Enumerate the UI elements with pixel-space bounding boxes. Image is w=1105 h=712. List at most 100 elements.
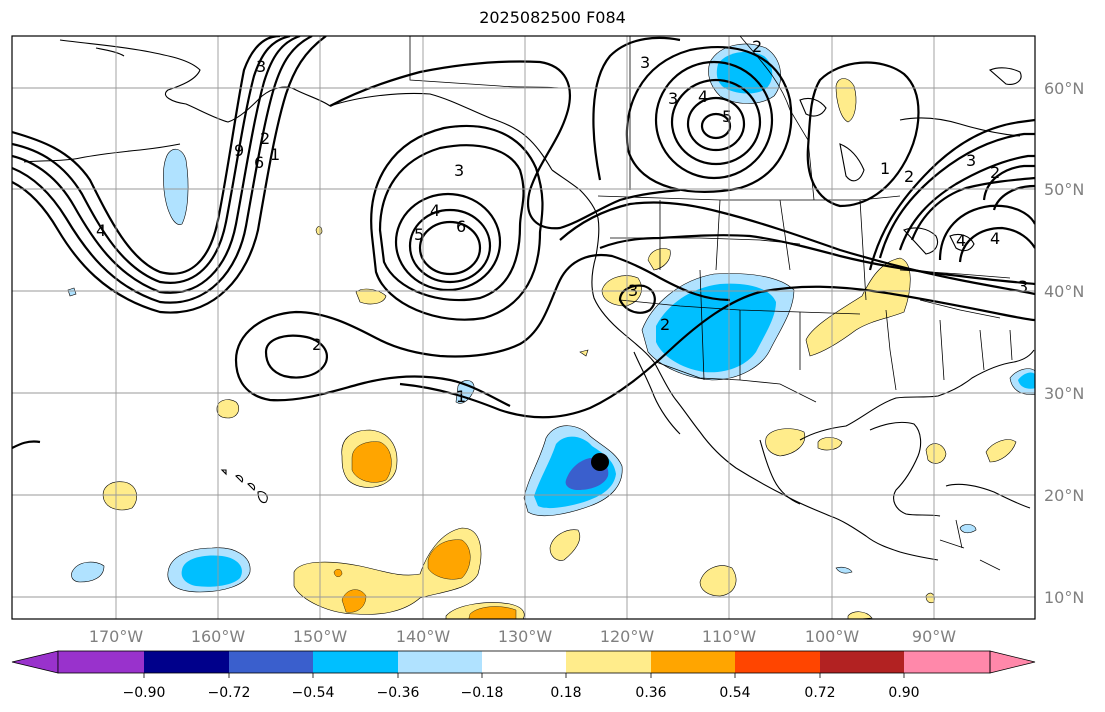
colorbar-tick-label: 0.54 xyxy=(719,685,750,701)
lat-label: 40°N xyxy=(1044,282,1084,301)
contour-label: 3 xyxy=(628,281,638,300)
colorbar-tick-label: −0.54 xyxy=(292,685,335,701)
contour-layer xyxy=(12,36,1035,449)
colorbar-swatch xyxy=(313,651,398,673)
positive-anomaly-area xyxy=(699,565,737,597)
colorbar-tick-label: −0.18 xyxy=(461,685,504,701)
contour-label: 4 xyxy=(956,231,966,250)
contour-label-layer: 3 2 3 4 5 2 6 9 1 4 3 5 6 4 2 1 3 3 2 1 … xyxy=(96,37,1028,406)
shading-layer xyxy=(67,43,1035,619)
lon-label: 160°W xyxy=(191,627,246,646)
colorbar: −0.90 −0.72 −0.54 −0.36 −0.18 0.18 0.36 … xyxy=(11,650,1036,701)
colorbar-tick-label: −0.72 xyxy=(208,685,251,701)
lon-label: 150°W xyxy=(293,627,348,646)
contour-label: 2 xyxy=(904,167,914,186)
lon-label: 130°W xyxy=(498,627,553,646)
contour-label: 3 xyxy=(1018,277,1028,296)
strong-positive-anomaly-area xyxy=(427,539,471,580)
strong-positive-anomaly-area xyxy=(468,606,517,619)
colorbar-outline xyxy=(57,650,991,674)
contour-label: 4 xyxy=(96,221,106,240)
latitude-labels: 60°N 50°N 40°N 30°N 20°N 10°N xyxy=(1044,79,1084,607)
positive-anomaly-area xyxy=(985,439,1017,463)
contour-label: 6 xyxy=(254,153,264,172)
contour-label: 2 xyxy=(752,37,762,56)
contour-label: 2 xyxy=(990,163,1000,182)
colorbar-swatch xyxy=(144,651,229,673)
storm-position-marker[interactable] xyxy=(591,453,609,471)
moderate-negative-anomaly-area xyxy=(1018,372,1035,389)
positive-anomaly-area xyxy=(925,443,947,464)
longitude-labels: 170°W 160°W 150°W 140°W 130°W 120°W 110°… xyxy=(89,627,956,646)
positive-anomaly-area xyxy=(579,349,589,357)
colorbar-swatch xyxy=(229,651,313,673)
colorbar-tick-label: 0.18 xyxy=(550,685,581,701)
colorbar-swatch xyxy=(482,651,566,673)
contour-label: 9 xyxy=(234,141,244,160)
contour-label: 1 xyxy=(880,159,890,178)
contour-label: 3 xyxy=(966,151,976,170)
contour-label: 2 xyxy=(260,129,270,148)
contour-label: 3 xyxy=(256,57,266,76)
colorbar-tick-label: 0.90 xyxy=(888,685,919,701)
lat-label: 60°N xyxy=(1044,79,1084,98)
negative-anomaly-area xyxy=(163,148,189,225)
strong-positive-anomaly-area xyxy=(341,589,367,613)
contour-label: 2 xyxy=(312,335,322,354)
colorbar-swatch xyxy=(398,651,482,673)
lon-label: 90°W xyxy=(912,627,956,646)
contour-label: 4 xyxy=(430,201,440,220)
contour-label: 5 xyxy=(414,225,424,244)
contour-label: 5 xyxy=(722,107,732,126)
lon-label: 100°W xyxy=(805,627,860,646)
lon-label: 120°W xyxy=(600,627,655,646)
colorbar-tick-label: 0.36 xyxy=(635,685,666,701)
colorbar-swatch xyxy=(820,651,904,673)
positive-anomaly-area xyxy=(765,428,806,457)
lat-label: 50°N xyxy=(1044,180,1084,199)
negative-anomaly-area xyxy=(835,566,853,574)
map-title: 2025082500 F084 xyxy=(479,8,626,27)
contour-label: 1 xyxy=(456,387,466,406)
colorbar-extend-high xyxy=(989,650,1036,674)
contour-label: 3 xyxy=(668,89,678,108)
positive-anomaly-area xyxy=(315,226,323,236)
lat-label: 10°N xyxy=(1044,588,1084,607)
contour-label: 3 xyxy=(454,161,464,180)
contour-label: 2 xyxy=(660,315,670,334)
lon-label: 170°W xyxy=(89,627,144,646)
contour-label: 1 xyxy=(270,145,280,164)
colorbar-tick-label: 0.72 xyxy=(804,685,835,701)
strong-positive-anomaly-area xyxy=(351,441,392,483)
border-layer xyxy=(409,36,1013,571)
negative-anomaly-area xyxy=(959,524,977,534)
contour-label: 4 xyxy=(990,229,1000,248)
negative-anomaly-area xyxy=(71,561,105,583)
colorbar-swatch xyxy=(651,651,735,673)
moderate-negative-anomaly-area xyxy=(716,51,773,94)
positive-anomaly-area xyxy=(647,248,671,271)
lon-label: 140°W xyxy=(396,627,451,646)
positive-anomaly-area xyxy=(817,437,843,451)
map-frame xyxy=(11,35,1036,620)
lat-label: 30°N xyxy=(1044,384,1084,403)
positive-anomaly-area xyxy=(102,481,137,511)
colorbar-swatch xyxy=(58,651,144,673)
map-plot-area xyxy=(12,36,1035,619)
strong-positive-anomaly-area xyxy=(333,569,343,577)
lat-label: 20°N xyxy=(1044,486,1084,505)
positive-anomaly-area xyxy=(835,78,857,123)
colorbar-tick-label: −0.90 xyxy=(123,685,166,701)
positive-anomaly-area xyxy=(847,611,873,619)
positive-anomaly-area xyxy=(549,529,581,561)
positive-anomaly-area xyxy=(355,288,387,305)
contour-label: 6 xyxy=(456,217,466,236)
colorbar-extend-low xyxy=(11,650,59,674)
moderate-negative-anomaly-area xyxy=(656,283,776,373)
moderate-negative-anomaly-area xyxy=(181,555,242,587)
colorbar-swatch xyxy=(566,651,651,673)
positive-anomaly-area xyxy=(216,399,240,419)
negative-anomaly-area xyxy=(67,287,77,297)
colorbar-tick-label: −0.36 xyxy=(377,685,420,701)
